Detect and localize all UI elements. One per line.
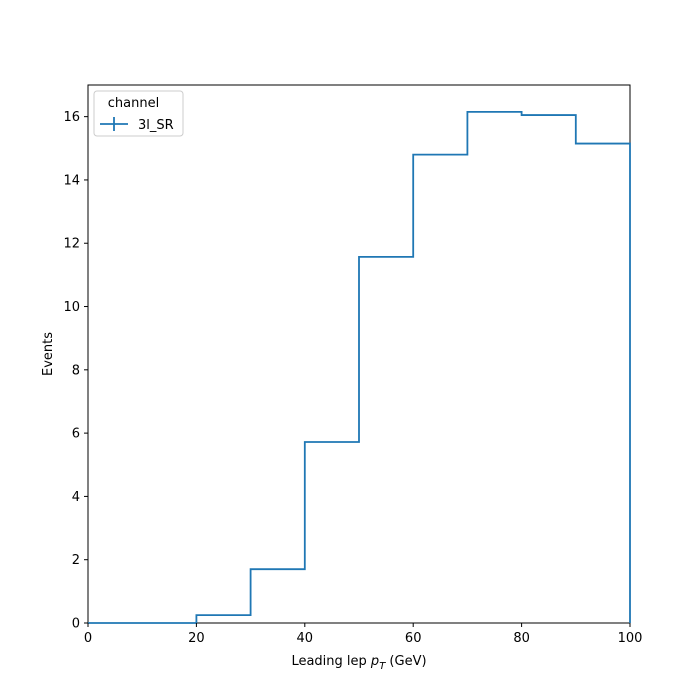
y-tick-label: 16 [63, 110, 80, 125]
y-tick-label: 2 [72, 553, 80, 568]
ticks-layer: 0 20 40 60 80 100 0 2 4 6 8 10 12 14 16 [63, 110, 642, 646]
y-tick-label: 14 [63, 173, 80, 188]
series-layer [88, 111, 631, 624]
x-tick-label: 80 [513, 631, 530, 646]
x-tick-label: 60 [405, 631, 422, 646]
legend: channel 3l_SR [93, 90, 184, 137]
x-tick-label: 100 [618, 631, 643, 646]
y-tick-label: 12 [63, 237, 80, 252]
x-tick-label: 0 [84, 631, 92, 646]
y-tick-label: 6 [72, 427, 80, 442]
x-axis-label-suffix: (GeV) [385, 654, 426, 669]
legend-title: channel [108, 96, 159, 111]
x-axis-label-math-base: p [370, 654, 379, 669]
x-axis-label-math-sub: T [379, 661, 386, 672]
axis-labels: Leading lep pT (GeV) Events [41, 332, 427, 672]
x-tick-label: 40 [297, 631, 314, 646]
y-tick-label: 0 [72, 617, 80, 632]
x-tick-label: 20 [188, 631, 205, 646]
x-axis-label-main: Leading lep [291, 654, 370, 669]
y-tick-label: 8 [72, 363, 80, 378]
series-line-3l-sr [88, 111, 631, 624]
legend-entry-label: 3l_SR [138, 118, 174, 133]
y-tick-label: 10 [63, 300, 80, 315]
y-axis-label: Events [41, 332, 56, 376]
y-tick-label: 4 [72, 490, 80, 505]
x-axis-label: Leading lep pT (GeV) [291, 654, 426, 672]
